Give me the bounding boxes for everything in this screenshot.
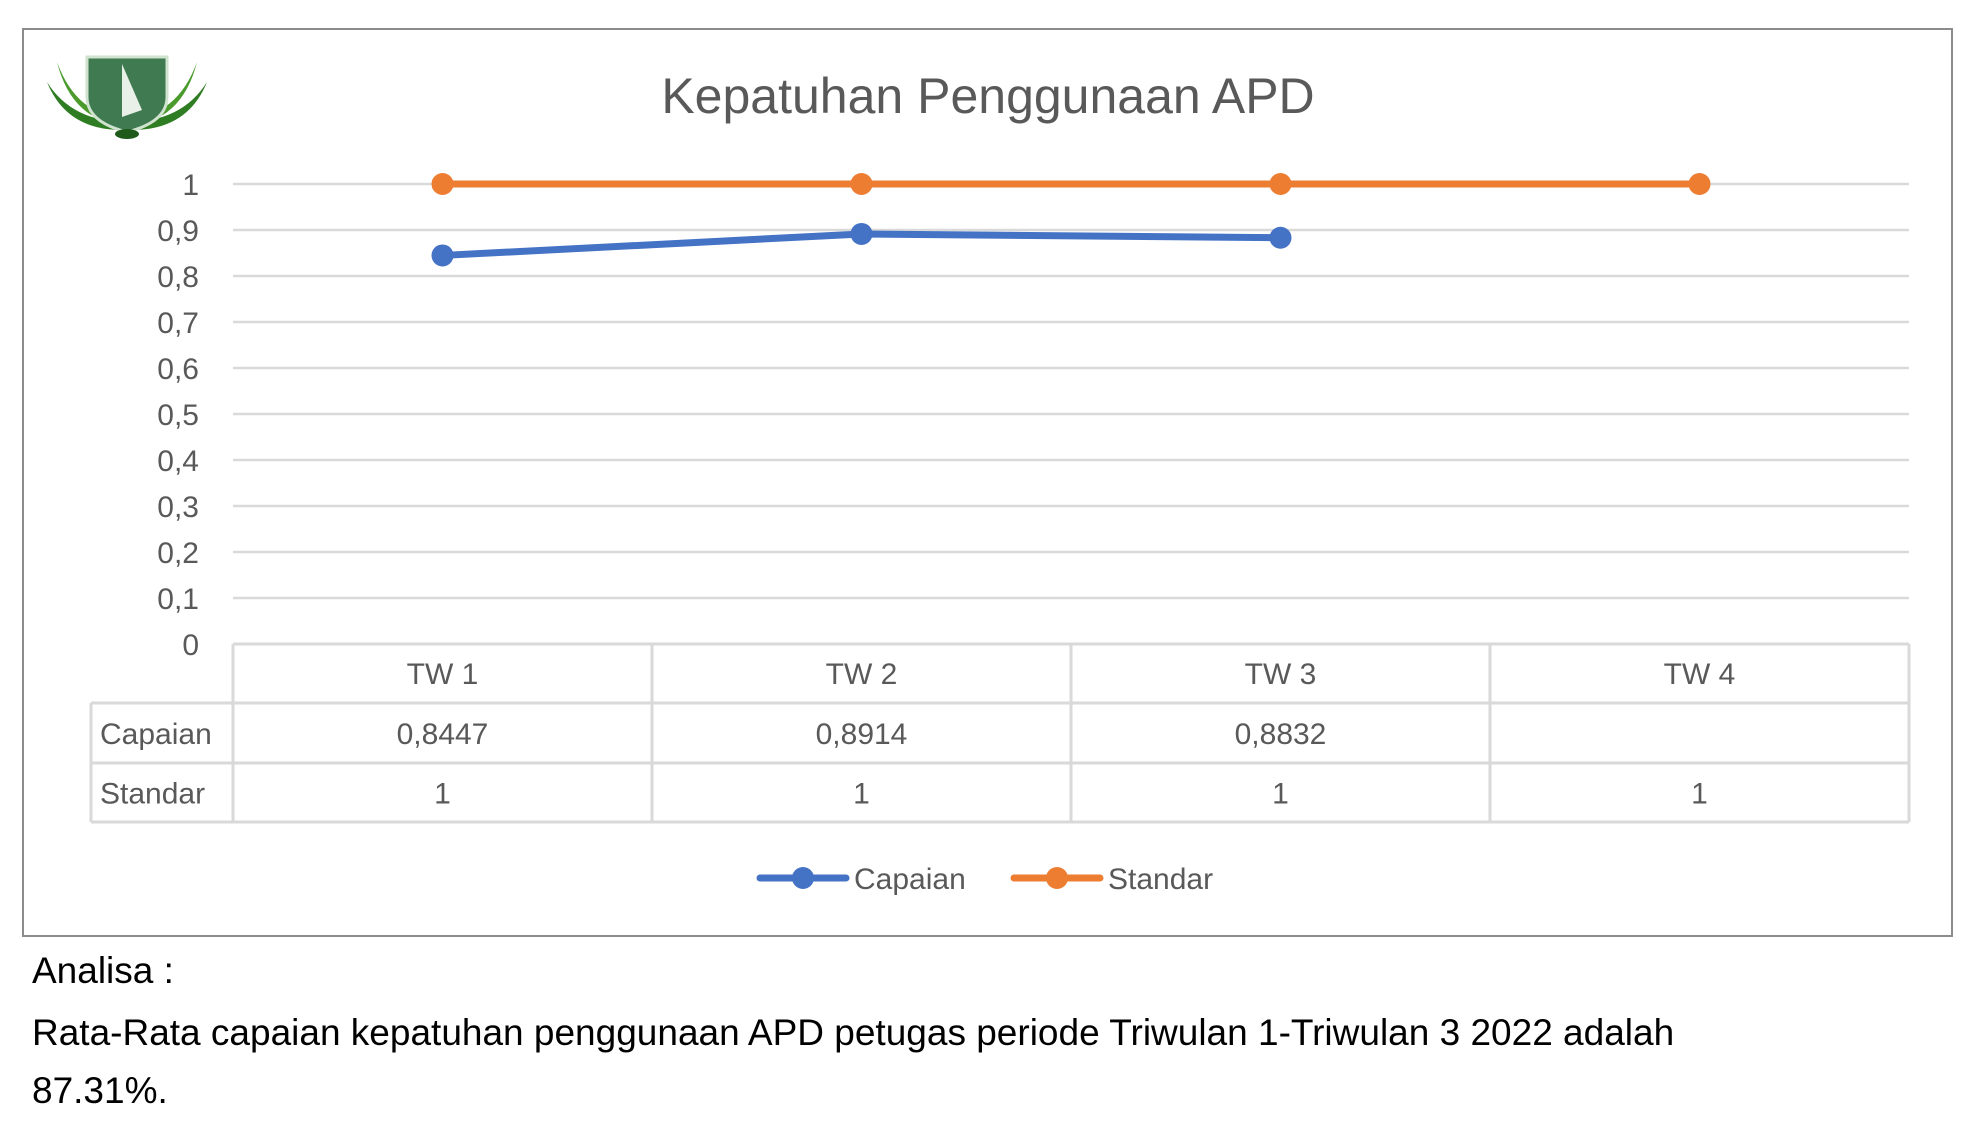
- data-point-standar: [1269, 173, 1292, 195]
- y-tick-label: 0,4: [157, 445, 199, 478]
- table-cell: 0,8447: [397, 718, 489, 751]
- analysis-heading: Analisa :: [32, 950, 174, 991]
- table-cell: 1: [1272, 778, 1289, 811]
- table-row-label: Standar: [100, 778, 205, 811]
- x-category-label: TW 2: [826, 658, 898, 691]
- y-tick-label: 0,1: [157, 583, 199, 616]
- data-point-standar: [431, 173, 454, 195]
- y-tick-label: 0,9: [157, 215, 199, 248]
- analysis-text: Rata-Rata capaian kepatuhan penggunaan A…: [32, 1012, 1675, 1053]
- table-cell: 0,8832: [1235, 718, 1327, 751]
- legend-marker: [792, 867, 814, 889]
- y-tick-label: 0,8: [157, 261, 199, 294]
- legend-label: Capaian: [854, 863, 966, 896]
- data-point-capaian: [431, 244, 454, 267]
- y-tick-label: 0,5: [157, 399, 199, 432]
- y-tick-label: 0,2: [157, 537, 199, 570]
- y-tick-label: 0,7: [157, 307, 199, 340]
- chart-frame: [22, 28, 1953, 937]
- y-tick-label: 0: [182, 629, 199, 662]
- data-point-standar: [850, 173, 873, 195]
- data-point-capaian: [1269, 226, 1292, 249]
- table-cell: 1: [434, 778, 451, 811]
- y-tick-label: 1: [182, 169, 199, 202]
- x-category-label: TW 3: [1245, 658, 1317, 691]
- table-cell: 1: [853, 778, 870, 811]
- table-cell: 1: [1691, 778, 1708, 811]
- data-point-capaian: [850, 222, 873, 245]
- line-chart: Kepatuhan Penggunaan APD 0 0,1 0,2 0,3 0,4 0,…: [47, 55, 1911, 896]
- data-point-standar: [1688, 173, 1711, 195]
- x-category-label: TW 4: [1664, 658, 1736, 691]
- logo: [47, 55, 207, 139]
- table-row-label: Capaian: [100, 718, 212, 751]
- legend-marker: [1046, 867, 1068, 889]
- table-cell: 0,8914: [816, 718, 908, 751]
- y-tick-label: 0,6: [157, 353, 199, 386]
- x-category-label: TW 1: [407, 658, 479, 691]
- legend-label: Standar: [1108, 863, 1213, 896]
- chart-title: Kepatuhan Penggunaan APD: [661, 68, 1314, 124]
- analysis-value: 87.31%.: [32, 1070, 168, 1111]
- y-tick-label: 0,3: [157, 491, 199, 524]
